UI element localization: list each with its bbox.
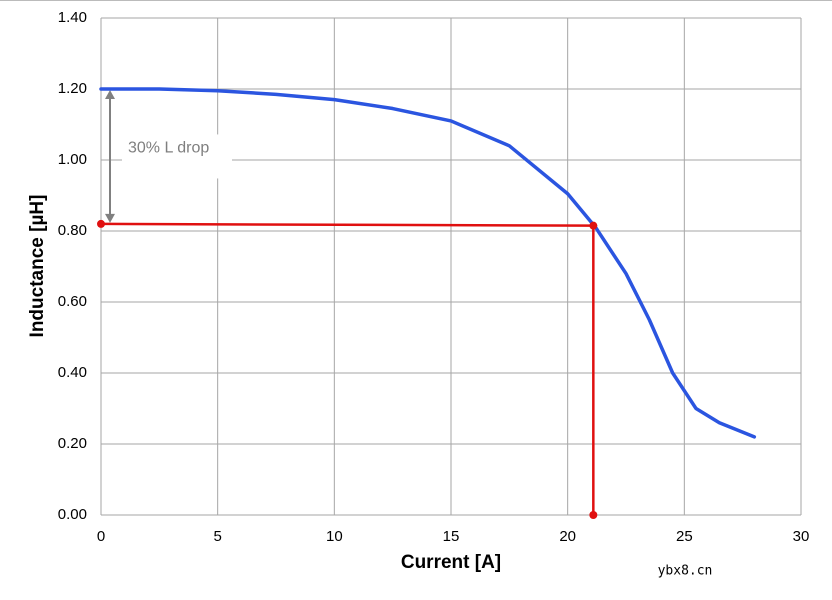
x-tick-label: 25: [676, 528, 693, 545]
x-tick-label: 10: [326, 528, 343, 545]
point: [97, 219, 105, 228]
y-tick-label: 0.20: [58, 435, 87, 452]
arrow-head: [105, 90, 115, 99]
x-tick-label: 0: [97, 528, 105, 545]
y-tick-label: 1.00: [58, 151, 87, 168]
y-tick-label: 0.80: [58, 222, 87, 239]
y-tick-label: 0.40: [58, 364, 87, 381]
series-line: [99, 87, 757, 439]
x-tick-label: 5: [213, 528, 221, 545]
y-tick-label: 0.00: [58, 506, 87, 523]
point: [589, 221, 598, 230]
x-tick-label: 15: [443, 528, 460, 545]
series-line: [99, 222, 595, 517]
y-axis-title: Inductance [µH]: [27, 195, 48, 338]
y-tick-label: 1.20: [58, 80, 87, 97]
x-tick-label: 20: [559, 528, 576, 545]
y-tick-label: 1.40: [58, 9, 87, 26]
x-tick-label: 30: [793, 528, 810, 545]
annotation: 30% L drop: [128, 140, 209, 157]
point: [589, 511, 598, 519]
x-axis-title: Current [A]: [401, 552, 501, 573]
arrow-head: [105, 213, 115, 223]
annotation-bg: [122, 134, 232, 179]
watermark: ybx8.cn: [658, 564, 713, 579]
y-tick-label: 0.60: [58, 293, 87, 310]
